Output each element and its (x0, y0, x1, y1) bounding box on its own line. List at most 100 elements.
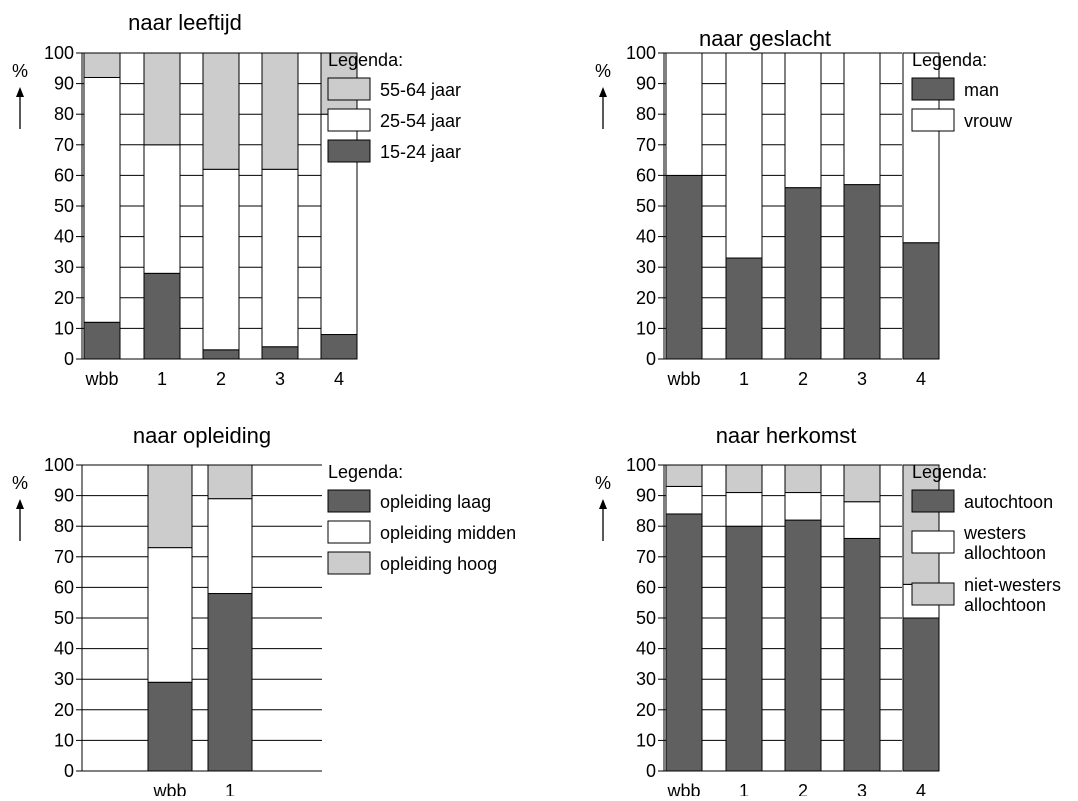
bar-segment (83, 76, 121, 323)
legend-title: Legenda: (328, 462, 403, 482)
x-tick-label: 3 (275, 369, 285, 389)
bar-segment (202, 168, 240, 351)
legend: opleiding laag opleiding midden opleiding … (327, 489, 516, 575)
x-tick-label: 2 (798, 781, 808, 796)
bar-segment (143, 144, 181, 274)
x-tick-label: wbb (666, 369, 700, 389)
y-tick-label: 50 (54, 608, 74, 628)
bar-segment (725, 52, 763, 259)
bar-segment (843, 52, 881, 186)
legend-title: Legenda: (912, 50, 987, 70)
y-tick-label: 20 (636, 700, 656, 720)
legend-swatch (911, 489, 955, 513)
y-tick-label: 40 (54, 639, 74, 659)
bar-segment (83, 321, 121, 360)
chart-title: naar opleiding (133, 423, 271, 448)
bar-segment (665, 513, 703, 772)
x-tick-label: 1 (157, 369, 167, 389)
x-tick-label: 2 (216, 369, 226, 389)
y-tick-label: 60 (636, 577, 656, 597)
bar-segment (207, 593, 253, 772)
x-tick-label: 1 (739, 781, 749, 796)
bar-segment (784, 52, 822, 189)
y-tick-label: 70 (54, 135, 74, 155)
chart-title: naar geslacht (699, 26, 831, 51)
x-tick-label: 4 (916, 369, 926, 389)
bar-segment (261, 168, 299, 348)
legend-swatch (911, 530, 955, 554)
y-tick-label: 10 (636, 730, 656, 750)
bar-segment (83, 52, 121, 78)
y-tick-label: 80 (636, 516, 656, 536)
bar-segment (725, 492, 763, 527)
x-tick-label: 2 (798, 369, 808, 389)
chart-title: naar leeftijd (128, 10, 242, 35)
bar-segment (207, 464, 253, 500)
bar-segment (843, 501, 881, 539)
legend-label: autochtoon (964, 492, 1053, 512)
bar-segment (902, 617, 940, 772)
y-tick-label: 60 (54, 577, 74, 597)
bar-segment (784, 187, 822, 360)
bar-segment (202, 52, 240, 170)
legend-label: opleiding midden (380, 523, 516, 543)
legend-label: allochtoon (964, 543, 1046, 563)
legend-label: opleiding laag (380, 492, 491, 512)
x-tick-label: 4 (334, 369, 344, 389)
x-tick-label: 1 (225, 781, 235, 796)
y-tick-label: 100 (44, 455, 74, 475)
bar-segment (207, 498, 253, 595)
legend-swatch (327, 520, 371, 544)
bar-segment (902, 464, 940, 585)
legend-label: niet-westers (964, 575, 1061, 595)
bar-segment (665, 485, 703, 515)
legend-swatch (327, 551, 371, 575)
legend-label: 55-64 jaar (380, 80, 461, 100)
y-axis-label: % (12, 61, 28, 81)
y-tick-label: 60 (54, 165, 74, 185)
bar-segment (784, 464, 822, 494)
y-tick-label: 10 (54, 730, 74, 750)
y-tick-label: 40 (636, 227, 656, 247)
x-tick-label: 3 (857, 369, 867, 389)
legend-swatch (911, 108, 955, 132)
legend: man vrouw (911, 77, 1013, 132)
bar-segment (143, 52, 181, 146)
bar-segment (147, 681, 193, 772)
bar-segment (725, 257, 763, 360)
y-tick-label: 20 (54, 288, 74, 308)
y-tick-label: 0 (646, 761, 656, 781)
y-tick-label: 90 (636, 74, 656, 94)
bar-segment (902, 242, 940, 360)
bar-segment (843, 537, 881, 772)
chart-title: naar herkomst (716, 423, 857, 448)
y-tick-label: 0 (64, 349, 74, 369)
y-tick-label: 60 (636, 165, 656, 185)
legend-title: Legenda: (912, 462, 987, 482)
y-tick-label: 0 (646, 349, 656, 369)
y-tick-label: 70 (636, 135, 656, 155)
y-tick-label: 90 (636, 486, 656, 506)
y-tick-label: 40 (54, 227, 74, 247)
bar-segment (843, 184, 881, 360)
bar-segment (843, 464, 881, 503)
x-tick-label: wbb (152, 781, 186, 796)
legend-title: Legenda: (328, 50, 403, 70)
y-tick-label: 80 (636, 104, 656, 124)
legend: autochtoonwestersallochtoonniet-westersa… (911, 489, 1061, 615)
y-tick-label: 20 (636, 288, 656, 308)
bar-segment (725, 525, 763, 772)
y-arrow-head (599, 499, 607, 509)
y-tick-label: 30 (54, 257, 74, 277)
legend-swatch (911, 582, 955, 606)
legend-label: westers (963, 523, 1026, 543)
y-arrow-head (16, 499, 24, 509)
y-tick-label: 10 (54, 318, 74, 338)
y-tick-label: 80 (54, 104, 74, 124)
